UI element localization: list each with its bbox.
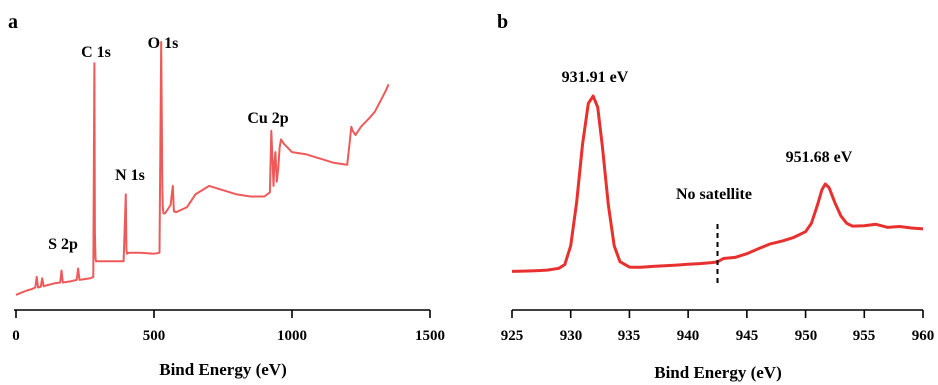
annotation-peak-931: 931.91 eV — [562, 69, 629, 86]
panel-b-tick-label-935: 935 — [618, 328, 641, 344]
panel-b-label: b — [497, 11, 508, 33]
panel-a-label: a — [8, 11, 18, 33]
annotation-s2p: S 2p — [48, 236, 78, 253]
panel-b-tick-label-925: 925 — [501, 328, 524, 344]
panel-b: b 925 930 935 940 945 950 955 960 Bind E… — [497, 11, 934, 382]
panel-a-ticks — [15, 310, 431, 318]
annotation-c1s: C 1s — [81, 44, 111, 61]
panel-b-x-axis-title: Bind Energy (eV) — [654, 363, 782, 382]
annotation-no-satellite: No satellite — [676, 186, 752, 203]
annotation-peak-951: 951.68 eV — [786, 149, 853, 166]
panel-a-x-axis-title: Bind Energy (eV) — [159, 360, 287, 379]
panel-a-tick-label-1500: 1500 — [415, 328, 445, 344]
panel-a-tick-label-1000: 1000 — [277, 328, 307, 344]
annotation-n1s: N 1s — [115, 167, 145, 184]
panel-b-tick-label-945: 945 — [736, 328, 759, 344]
panel-b-ticks — [511, 310, 924, 318]
panel-a-tick-label-0: 0 — [12, 328, 20, 344]
survey-spectrum-line — [15, 41, 390, 296]
panel-a: a 0 500 1000 1500 Bind Energy (eV) C 1s … — [8, 11, 445, 379]
panel-b-tick-label-930: 930 — [560, 328, 583, 344]
annotation-cu2p: Cu 2p — [247, 110, 288, 127]
panel-b-tick-label-950: 950 — [795, 328, 818, 344]
annotation-o1s: O 1s — [148, 35, 179, 52]
panel-a-tick-label-500: 500 — [143, 328, 166, 344]
panel-b-tick-label-955: 955 — [853, 328, 876, 344]
panel-b-tick-label-960: 960 — [912, 328, 935, 344]
cu2p-spectrum-line — [511, 94, 924, 273]
panel-b-tick-label-940: 940 — [677, 328, 700, 344]
